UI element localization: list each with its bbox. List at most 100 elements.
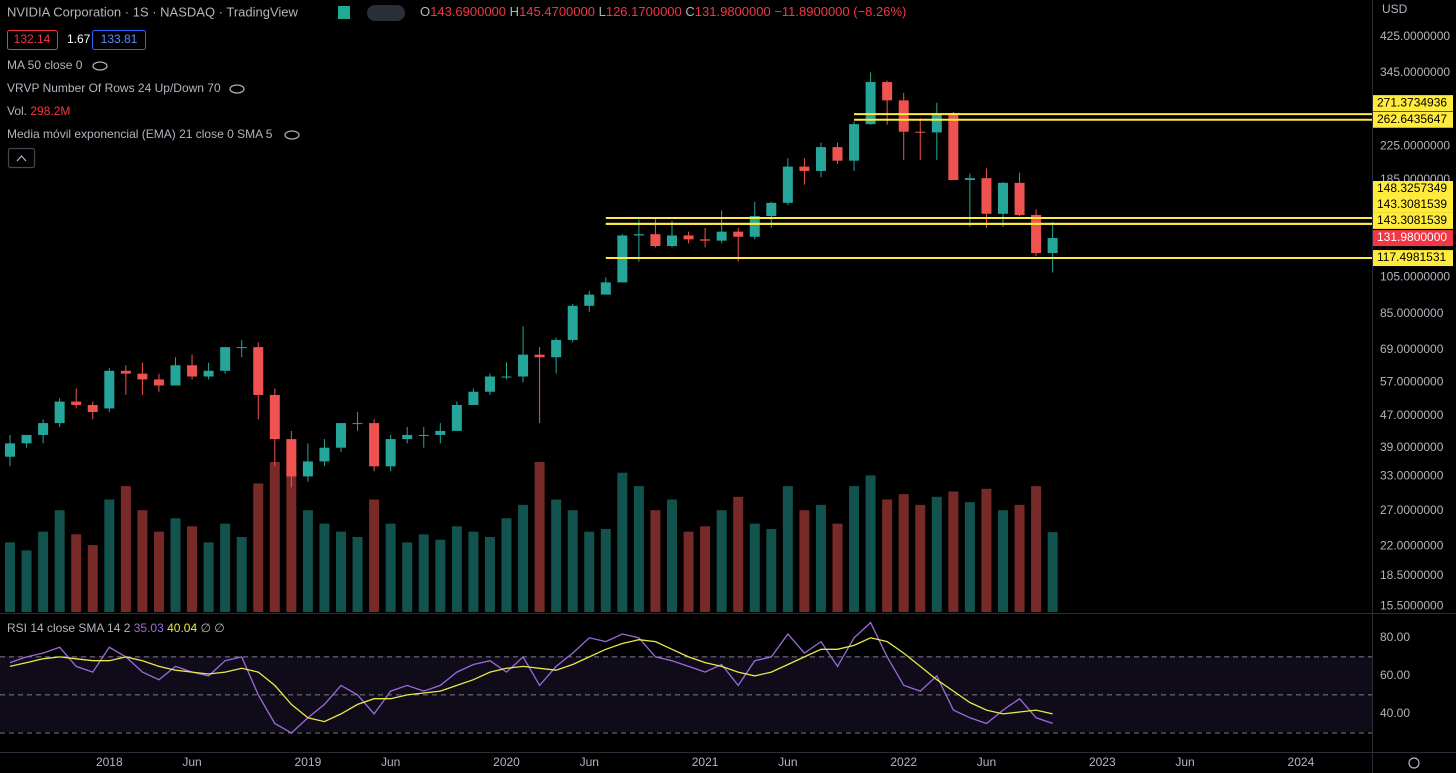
volume-bar	[286, 472, 297, 612]
candle-body	[998, 182, 1008, 214]
volume-value: 298.2M	[30, 104, 70, 118]
volume-bar	[385, 523, 396, 612]
level-label: 143.3081539	[1377, 213, 1447, 227]
volume-bar	[120, 486, 131, 612]
volume-bar	[87, 545, 98, 612]
candle-body	[21, 434, 32, 444]
candle-body	[170, 365, 181, 386]
volume-bar	[700, 526, 711, 612]
candle-body	[435, 430, 446, 435]
ohlc-value: 143.6900000	[430, 4, 506, 19]
volume-bar	[667, 499, 677, 612]
candle-body	[120, 370, 131, 374]
volume-bar	[38, 531, 49, 612]
volume-bar	[220, 523, 231, 612]
ohlc-value: 131.9800000	[695, 4, 771, 19]
ohlc-key: L	[599, 4, 606, 19]
volume-bar	[5, 542, 15, 612]
volume-bar	[203, 542, 214, 612]
candle-body	[600, 282, 611, 295]
volume-bar	[551, 499, 562, 612]
hide-icon[interactable]	[229, 84, 245, 94]
level-label: 143.3081539	[1377, 197, 1447, 211]
change: −11.8900000	[774, 4, 849, 19]
candle-body	[38, 423, 49, 435]
indicator-label[interactable]: VRVP Number Of Rows 24 Up/Down 70	[7, 81, 221, 95]
candle-body	[567, 305, 578, 340]
volume-bar	[1031, 486, 1042, 612]
volume-bar	[518, 504, 529, 612]
toggle[interactable]	[367, 5, 405, 21]
candle-body	[766, 202, 777, 217]
candle-body	[5, 443, 15, 457]
x-tick-label: 2021	[692, 755, 719, 769]
rsi-band-bg	[0, 656, 1372, 732]
candle-body	[667, 235, 677, 247]
volume-bar	[153, 531, 164, 612]
rsi-value: 35.03	[134, 621, 164, 635]
hide-icon[interactable]	[284, 130, 300, 140]
volume-bar	[451, 526, 462, 612]
volume-bar	[104, 499, 115, 612]
flag-icon[interactable]	[338, 6, 350, 19]
y-tick-label: 15.5000000	[1380, 599, 1444, 613]
candle-body	[898, 100, 909, 132]
indicator-label[interactable]: Media móvil exponencial (EMA) 21 close 0…	[7, 127, 273, 141]
x-tick-label: Jun	[182, 755, 201, 769]
volume-bar	[915, 504, 926, 612]
volume-bar	[964, 502, 975, 612]
candle-body	[700, 239, 711, 241]
volume-bar	[600, 528, 611, 612]
candle-body	[451, 404, 462, 431]
candle-body	[1047, 238, 1058, 254]
x-tick-label: Jun	[1175, 755, 1194, 769]
candle-body	[468, 391, 479, 405]
rsi-sma-value: 40.04	[167, 621, 197, 635]
volume-bar	[236, 537, 247, 612]
y-tick-label: 33.0000000	[1380, 469, 1444, 483]
candle-body	[319, 447, 330, 462]
candle-body	[882, 82, 893, 101]
rsi-legend[interactable]: RSI 14 close SMA 14 2 35.03 40.04 ∅ ∅	[7, 621, 225, 635]
y-tick-label: 22.0000000	[1380, 538, 1444, 552]
y-tick-label: 57.0000000	[1380, 375, 1444, 389]
candle-body	[352, 423, 363, 425]
candle-body	[981, 178, 992, 214]
ohlc-key: C	[685, 4, 694, 19]
candle-body	[87, 404, 98, 412]
candle-body	[584, 294, 595, 306]
volume-bar	[402, 542, 413, 612]
volume-bar	[849, 486, 860, 612]
volume-bar	[683, 531, 694, 612]
volume-bar	[1014, 504, 1025, 612]
candle-body	[54, 401, 65, 424]
indicator-label[interactable]: Vol. 298.2M	[7, 104, 70, 118]
volume-bar	[567, 510, 578, 612]
volume-bar	[187, 526, 198, 612]
ohlc-value: 145.4700000	[519, 4, 595, 19]
ohlc-key: H	[510, 4, 519, 19]
candle-body	[269, 394, 280, 440]
candle-body	[385, 439, 396, 467]
collapse-button[interactable]	[7, 147, 36, 169]
volume-bar	[54, 510, 65, 612]
candle-body	[815, 147, 826, 171]
settings-icon[interactable]	[1408, 757, 1420, 769]
volume-bar	[137, 510, 148, 612]
x-tick-label: Jun	[381, 755, 400, 769]
volume-bar	[170, 518, 181, 612]
candle-body	[832, 147, 843, 161]
level-label-bg	[1373, 95, 1453, 112]
volume-name: Vol.	[7, 104, 27, 118]
hide-icon[interactable]	[92, 61, 108, 71]
volume-bar	[302, 510, 313, 612]
candle-body	[1014, 182, 1025, 215]
candle-body	[518, 354, 529, 377]
x-tick-label: Jun	[778, 755, 797, 769]
candle-body	[336, 423, 346, 448]
candle-body	[501, 376, 512, 378]
ohlc-value: 126.1700000	[606, 4, 682, 19]
rsi-empty: ∅	[201, 621, 211, 635]
indicator-label[interactable]: MA 50 close 0	[7, 58, 83, 72]
currency[interactable]: USD	[1382, 2, 1408, 16]
